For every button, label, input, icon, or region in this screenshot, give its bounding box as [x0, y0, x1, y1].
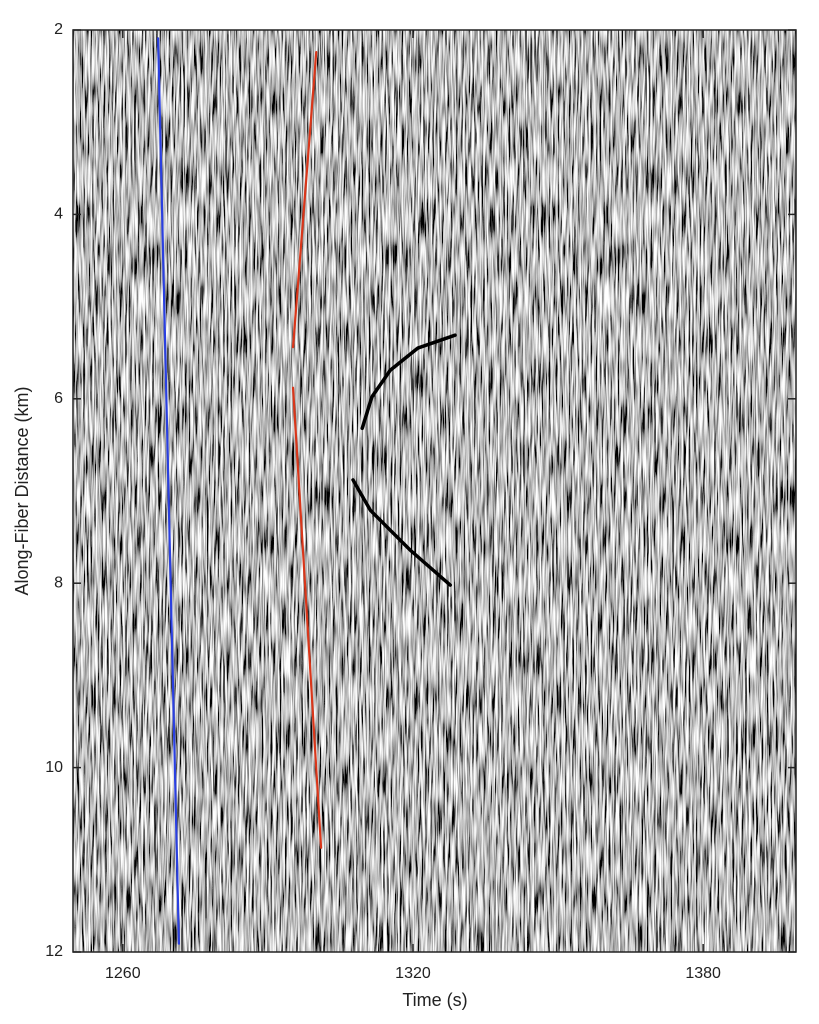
- y-tick-label: 12: [45, 943, 63, 960]
- x-axis-label: Time (s): [402, 990, 467, 1010]
- y-tick-label: 8: [54, 574, 63, 591]
- trace-line: [157, 37, 181, 945]
- trace-line: [360, 333, 457, 431]
- x-tick-label: 1320: [395, 965, 431, 982]
- plot-frame: [72, 29, 797, 953]
- trace-line: [351, 478, 452, 587]
- plot-area: [157, 37, 457, 945]
- trace-line: [291, 51, 318, 349]
- y-tick-label: 10: [45, 759, 63, 776]
- waveform-background: [73, 30, 796, 952]
- x-tick-label: 1380: [685, 965, 721, 982]
- y-tick-label: 4: [54, 206, 63, 223]
- x-tick-label: 1260: [105, 965, 141, 982]
- trace-line: [291, 386, 323, 849]
- y-axis-label: Along-Fiber Distance (km): [12, 386, 32, 595]
- y-tick-label: 6: [54, 390, 63, 407]
- y-tick-label: 2: [54, 21, 63, 38]
